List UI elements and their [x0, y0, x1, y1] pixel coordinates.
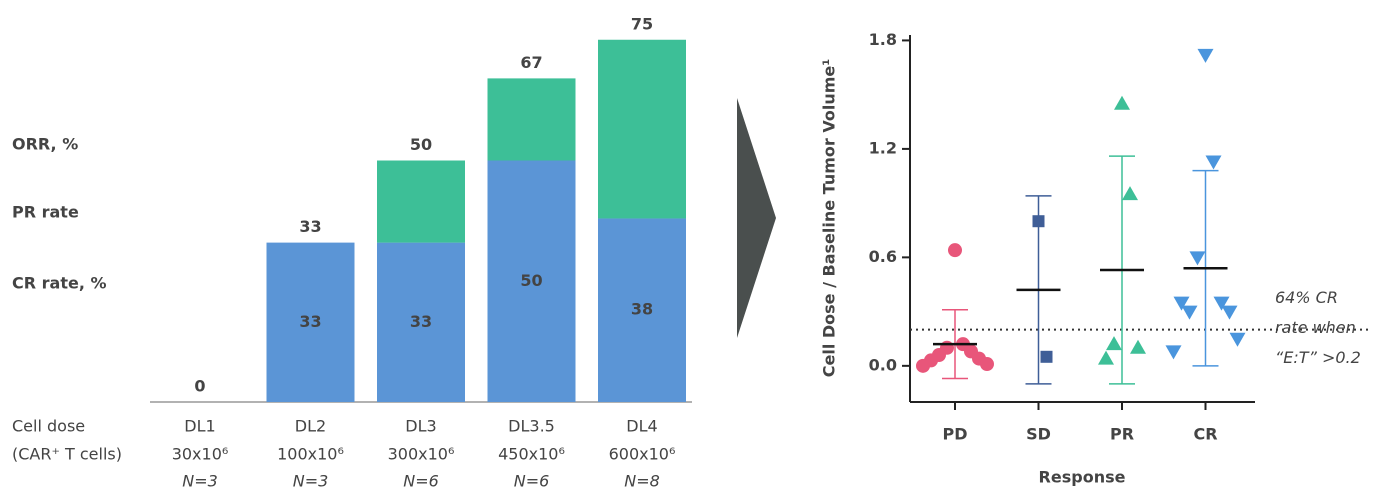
x-tick-label: DL3.5 [508, 417, 555, 436]
row-label: Cell dose [12, 417, 85, 436]
point [1181, 305, 1198, 320]
segment-label: 33 [410, 312, 432, 331]
point [1106, 336, 1122, 351]
point [1197, 48, 1214, 63]
point [1173, 296, 1190, 311]
point [1205, 155, 1222, 170]
point [1189, 251, 1206, 266]
point [948, 243, 962, 258]
segment-label: 33 [299, 312, 321, 331]
annotation: “E:T” >0.2 [1275, 348, 1361, 367]
total-label: 75 [631, 14, 653, 33]
point [916, 358, 930, 373]
y-tick-label: 1.2 [869, 138, 897, 157]
n-label: N=6 [403, 472, 439, 491]
dose-label: 300x10⁶ [388, 445, 455, 464]
x-tick-label: CR [1193, 425, 1217, 444]
n-label: N=3 [182, 472, 218, 491]
y-tick-label: 0.0 [869, 355, 897, 374]
x-tick-label: DL1 [184, 417, 215, 436]
legend-label: CR rate, % [12, 274, 107, 293]
point [1213, 296, 1230, 311]
point [1165, 345, 1182, 360]
n-label: N=6 [514, 472, 550, 491]
n-label: N=3 [293, 472, 329, 491]
arrow [737, 98, 776, 338]
point [1130, 339, 1146, 354]
x-tick-label: PR [1110, 425, 1134, 444]
dose-label: 450x10⁶ [498, 445, 565, 464]
segment-label: 38 [631, 300, 653, 319]
point [980, 357, 994, 372]
total-label: 67 [520, 53, 542, 72]
bar-segment [266, 242, 355, 402]
legend-total: ORR, % [12, 135, 78, 154]
legend-label: PR rate [12, 203, 79, 222]
bar-segment [487, 78, 576, 161]
dose-label: 30x10⁶ [172, 445, 229, 464]
point [1040, 350, 1053, 363]
x-axis-label: Response [1039, 468, 1126, 487]
y-tick-label: 0.6 [869, 247, 897, 266]
x-tick-label: DL4 [626, 417, 657, 436]
bar-segment [487, 160, 576, 402]
total-label: 50 [410, 135, 432, 154]
y-tick-label: 1.8 [869, 30, 897, 49]
point [1229, 332, 1246, 347]
annotation: 64% CR [1275, 288, 1338, 307]
bar-segment [377, 160, 465, 243]
bar-segment [598, 39, 686, 219]
annotation: rate when [1275, 318, 1356, 337]
bar-segment [598, 218, 686, 402]
segment-label: 50 [520, 271, 542, 290]
point [1098, 350, 1114, 365]
x-tick-label: DL3 [405, 417, 436, 436]
bar-segment [377, 242, 465, 402]
y-axis-label: Cell Dose / Baseline Tumor Volume¹ [820, 59, 839, 378]
x-tick-label: PD [942, 425, 967, 444]
point [1122, 186, 1138, 201]
x-tick-label: SD [1026, 425, 1051, 444]
n-label: N=8 [624, 472, 660, 491]
point [1032, 215, 1045, 228]
x-tick-label: DL2 [295, 417, 326, 436]
dose-label: 100x10⁶ [277, 445, 344, 464]
point [1114, 95, 1130, 110]
row-label: (CAR⁺ T cells) [12, 445, 122, 464]
total-label: 0 [194, 377, 205, 396]
point [1221, 305, 1238, 320]
dose-label: 600x10⁶ [609, 445, 676, 464]
total-label: 33 [299, 217, 321, 236]
